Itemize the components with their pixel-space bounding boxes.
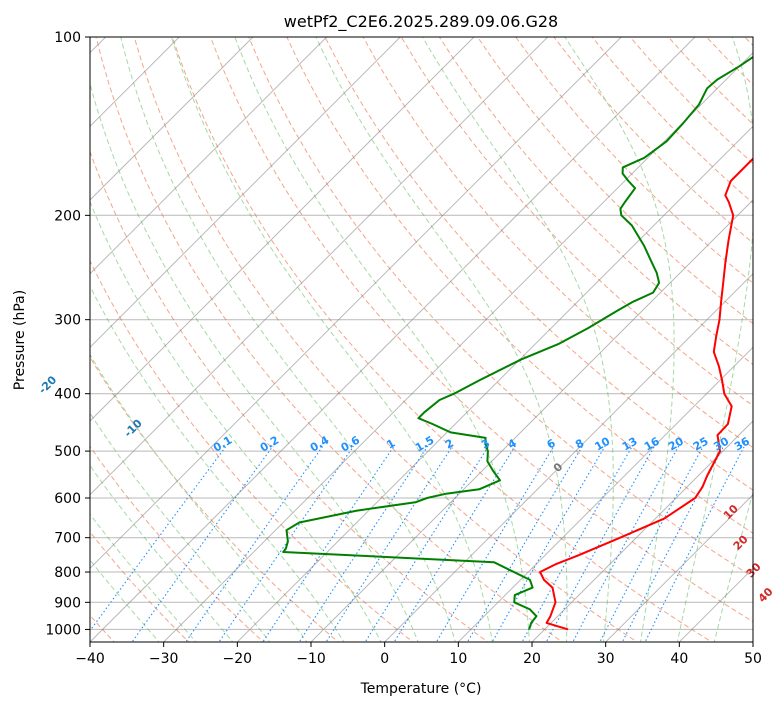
x-axis-label: Temperature (°C): [360, 681, 482, 697]
isotherm-line: [531, 420, 753, 642]
mixing-ratio-line: [218, 445, 355, 642]
mixing-ratio-line: [393, 445, 516, 642]
isotherm-line: [236, 125, 753, 642]
dry-adiabat-line: [90, 150, 489, 642]
moist-adiabat-line: [90, 464, 234, 642]
dry-adiabat-line: [362, 37, 753, 449]
x-tick-label: −30: [149, 651, 179, 667]
chart-title: wetPf2_C2E6.2025.289.09.06.G28: [284, 12, 558, 32]
x-tick-label: −10: [296, 651, 326, 667]
dry-adiabat-line: [477, 37, 753, 325]
x-tick-label: −40: [75, 651, 105, 667]
y-tick-label: 700: [54, 531, 81, 547]
isotherm-line: [605, 493, 753, 642]
y-tick-label: 500: [54, 444, 81, 460]
isotherm-line: [90, 37, 328, 275]
isotherm-line: [457, 346, 753, 642]
isotherm-line: [90, 37, 622, 570]
y-tick-label: 900: [54, 595, 81, 611]
dry-adiabat-line: [95, 37, 564, 642]
plot-frame: [89, 36, 754, 643]
y-tick-label: 400: [54, 387, 81, 403]
moist-adiabat-line: [90, 412, 271, 642]
x-tick-label: 50: [744, 651, 762, 667]
temperature-profile-line: [539, 149, 753, 631]
dry-adiabat-line: [438, 37, 753, 366]
plot-area: [90, 37, 753, 642]
isotherm-line: [384, 272, 753, 642]
y-tick-label: 300: [54, 313, 81, 329]
y-tick-label: 600: [54, 491, 81, 507]
isotherm-line: [163, 51, 753, 642]
y-axis: 1000 900 800 700 600 500 400 300 200 100: [45, 30, 90, 638]
mixing-ratio-line: [572, 445, 680, 642]
x-tick-label: −20: [223, 651, 253, 667]
isotherm-line: [90, 37, 401, 349]
mixing-ratio-line: [185, 445, 324, 642]
y-tick-label: 100: [54, 30, 81, 46]
x-tick-label: 30: [597, 651, 615, 667]
dry-adiabat-line: [324, 37, 753, 491]
mixing-ratio-line: [466, 445, 584, 642]
dry-adiabat-line: [90, 445, 265, 642]
y-axis-label: Pressure (hPa): [12, 290, 28, 390]
y-tick-label: 200: [54, 208, 81, 224]
dry-adiabat-line: [90, 356, 339, 642]
mixing-ratio-line: [325, 445, 454, 642]
isotherm-line: [90, 37, 475, 422]
dewpoint-profile-line: [282, 55, 753, 630]
profile-lines: [282, 55, 753, 631]
mixing-ratio-line: [599, 445, 704, 642]
y-tick-label: 800: [54, 565, 81, 581]
x-tick-label: 10: [449, 651, 467, 667]
x-tick-label: 0: [380, 651, 389, 667]
x-axis: −40 −30 −20 −10 0 10 20 30 40 50: [75, 642, 762, 667]
dry-adiabat-line: [286, 37, 753, 534]
isotherm-line: [90, 37, 549, 496]
y-tick-label: 1000: [45, 622, 81, 638]
isotherm-line: [310, 199, 753, 642]
mixing-ratio-line: [262, 445, 395, 642]
mixing-ratio-line: [298, 445, 429, 642]
grid-lines: [90, 37, 753, 642]
isotherm-line: [90, 37, 696, 642]
x-tick-label: 20: [523, 651, 541, 667]
x-tick-label: 40: [670, 651, 688, 667]
isotherm-line: [90, 37, 254, 201]
